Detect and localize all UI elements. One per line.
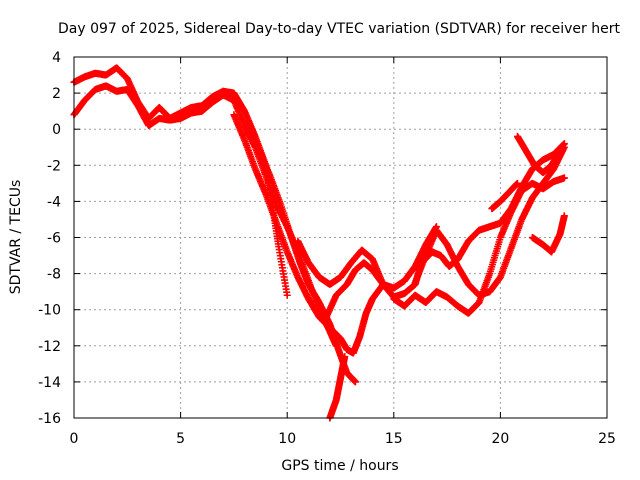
x-tick-label: 10 <box>278 431 296 447</box>
data-point <box>283 291 291 299</box>
data-point <box>351 378 359 386</box>
y-tick-label: -8 <box>47 267 61 283</box>
y-tick-label: -16 <box>38 411 61 427</box>
y-tick-label: 2 <box>52 86 61 102</box>
x-tick-labels: 0 5 10 15 20 25 <box>70 431 616 447</box>
x-tick-label: 15 <box>385 431 403 447</box>
x-tick-label: 5 <box>176 431 185 447</box>
chart-title: Day 097 of 2025, Sidereal Day-to-day VTE… <box>58 21 620 37</box>
x-tick-label: 0 <box>70 431 79 447</box>
data-point <box>513 179 521 187</box>
y-tick-label: -14 <box>38 375 61 391</box>
data-point <box>560 174 568 182</box>
data-point <box>560 212 568 220</box>
data-series-10 <box>513 132 562 177</box>
y-axis-title: SDTVAR / TECUs <box>8 180 24 295</box>
data-point <box>554 150 562 158</box>
y-tick-label: 4 <box>52 50 61 66</box>
y-tick-label: -4 <box>47 194 61 210</box>
data-point <box>560 143 568 151</box>
x-tick-label: 20 <box>491 431 509 447</box>
axis-ticks <box>73 56 608 419</box>
y-tick-labels: 4 2 0 -2 -4 -6 -8 -10 -12 -14 -16 <box>38 50 61 427</box>
data-series-9 <box>488 179 521 213</box>
y-tick-label: 0 <box>52 122 61 138</box>
data-point <box>341 353 349 361</box>
x-tick-label: 25 <box>598 431 616 447</box>
y-tick-label: -12 <box>38 339 61 355</box>
y-tick-label: -10 <box>38 303 61 319</box>
data-points <box>70 64 568 422</box>
data-series-4 <box>326 353 349 422</box>
y-tick-label: -6 <box>47 231 61 247</box>
x-axis-title: GPS time / hours <box>281 458 398 474</box>
y-tick-label: -2 <box>47 158 61 174</box>
data-series-11 <box>528 212 568 256</box>
